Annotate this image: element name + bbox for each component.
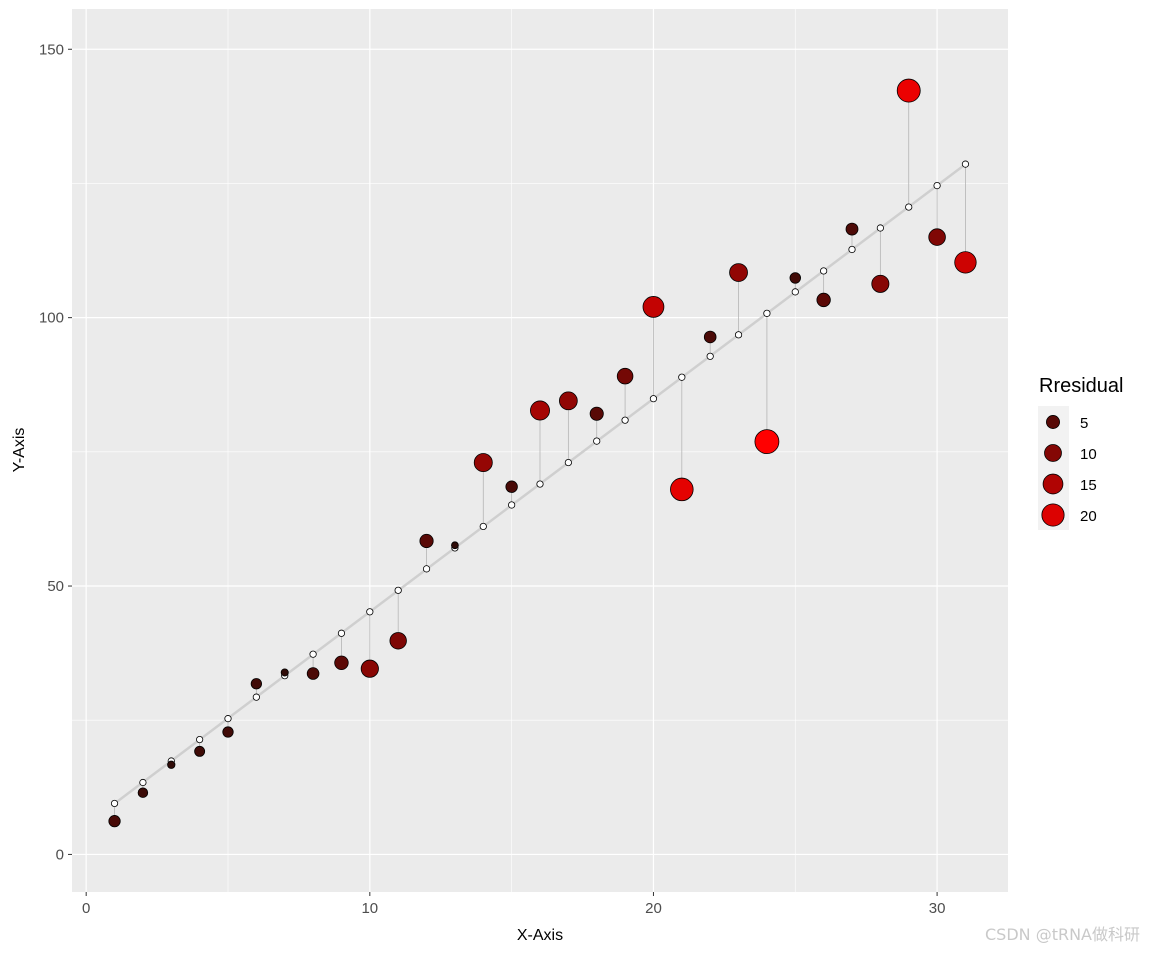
observed-point xyxy=(670,477,694,502)
fitted-point xyxy=(337,629,346,637)
legend-key xyxy=(1044,444,1062,462)
x-axis: 0 10 20 30 xyxy=(82,892,945,917)
observed-point xyxy=(754,429,780,455)
fitted-point xyxy=(933,182,941,190)
observed-point xyxy=(729,263,748,282)
fitted-point xyxy=(252,693,260,701)
fitted-point xyxy=(422,565,431,573)
fitted-point xyxy=(394,586,402,594)
legend-label: 20 xyxy=(1080,508,1097,525)
legend-keys: 5 10 15 20 xyxy=(1041,415,1097,527)
fitted-point xyxy=(706,352,714,360)
fitted-point xyxy=(876,224,884,232)
y-axis-title: Y-Axis xyxy=(11,428,28,473)
observed-point xyxy=(845,222,859,236)
legend-key xyxy=(1041,503,1065,527)
fitted-point xyxy=(196,735,204,744)
observed-point xyxy=(505,480,518,493)
fitted-point xyxy=(536,480,544,488)
observed-point xyxy=(451,541,459,550)
fitted-point xyxy=(734,331,743,339)
x-tick-label: 20 xyxy=(645,900,662,917)
observed-point xyxy=(789,272,801,284)
fitted-point xyxy=(848,245,856,254)
fitted-point xyxy=(309,650,317,658)
observed-point xyxy=(928,228,946,246)
observed-point xyxy=(167,760,176,769)
fitted-point xyxy=(224,715,232,723)
fitted-point xyxy=(564,458,572,467)
legend-label: 10 xyxy=(1080,446,1097,463)
observed-point xyxy=(589,406,604,421)
x-tick-label: 30 xyxy=(929,900,946,917)
observed-point xyxy=(419,533,434,549)
legend: Rresidual 5 10 15 20 xyxy=(1038,375,1123,530)
observed-point xyxy=(896,78,921,103)
observed-point xyxy=(194,745,206,757)
fitted-point xyxy=(621,416,629,424)
observed-point xyxy=(360,659,379,678)
fitted-points xyxy=(110,160,970,808)
legend-title: Rresidual xyxy=(1039,375,1123,397)
fitted-point xyxy=(820,267,828,275)
y-tick-label: 50 xyxy=(47,578,64,595)
fitted-point xyxy=(593,437,601,445)
observed-point xyxy=(137,787,149,798)
legend-key xyxy=(1042,473,1064,495)
watermark: CSDN @tRNA做科研 xyxy=(984,925,1140,944)
observed-point xyxy=(703,330,717,344)
fitted-point xyxy=(649,395,658,403)
observed-point xyxy=(616,367,634,385)
grid-major xyxy=(72,9,1008,892)
observed-point xyxy=(816,292,831,308)
observed-point xyxy=(530,400,550,421)
observed-point xyxy=(306,667,320,680)
observed-point xyxy=(280,668,289,677)
y-tick-label: 150 xyxy=(39,41,64,58)
observed-point xyxy=(250,678,262,690)
y-tick-label: 0 xyxy=(56,846,64,863)
observed-point xyxy=(334,655,349,670)
observed-point xyxy=(473,453,493,473)
observed-point xyxy=(871,274,890,293)
observed-point xyxy=(389,632,407,650)
legend-label: 5 xyxy=(1080,415,1088,432)
observed-point xyxy=(559,391,578,411)
fitted-point xyxy=(763,309,771,317)
fitted-point xyxy=(791,288,799,296)
legend-label: 15 xyxy=(1080,477,1097,494)
fitted-point xyxy=(366,608,374,616)
observed-point xyxy=(222,726,234,738)
fitted-point xyxy=(961,160,970,168)
fitted-point xyxy=(678,373,686,381)
y-tick-label: 100 xyxy=(39,310,64,327)
fitted-point xyxy=(139,778,147,787)
fitted-point xyxy=(479,522,487,531)
fitted-point xyxy=(110,799,119,808)
legend-key xyxy=(1046,415,1060,429)
fitted-point xyxy=(508,501,516,509)
observed-point xyxy=(642,296,665,318)
observed-point xyxy=(108,815,121,828)
x-tick-label: 0 xyxy=(82,900,90,917)
observed-point xyxy=(954,251,977,274)
observed-points xyxy=(108,78,977,828)
fitted-point xyxy=(905,203,913,211)
x-axis-title: X-Axis xyxy=(517,927,563,944)
y-axis: 0 50 100 150 xyxy=(39,41,72,863)
x-tick-label: 10 xyxy=(361,900,378,917)
